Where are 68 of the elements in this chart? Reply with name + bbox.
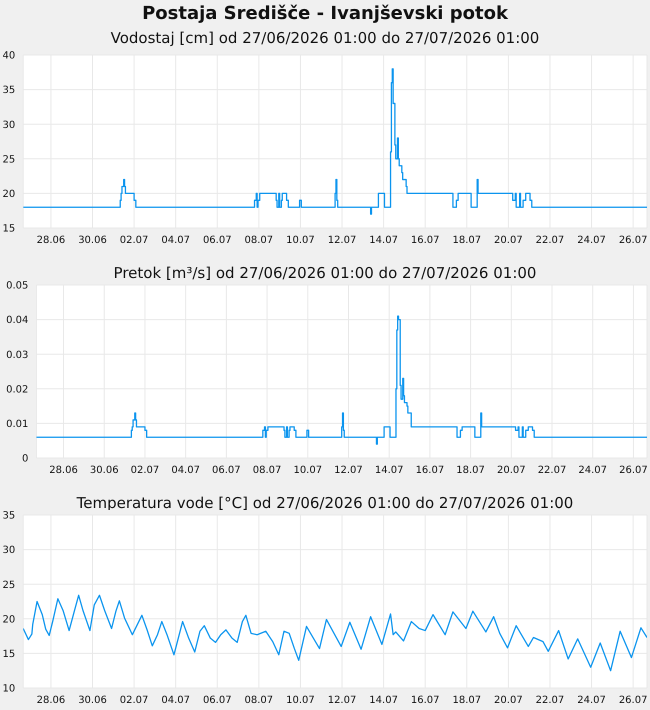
x-tick-label: 12.07	[328, 235, 356, 246]
x-tick-label: 12.07	[328, 695, 356, 706]
x-tick-label: 08.07	[244, 695, 274, 706]
x-tick-label: 04.07	[161, 695, 190, 706]
x-tick-label: 18.07	[452, 235, 482, 246]
y-tick-label: 35	[2, 85, 16, 96]
x-tick-label: 18.07	[452, 695, 482, 706]
x-tick-label: 20.07	[494, 235, 523, 246]
y-tick-label: 20	[2, 188, 16, 200]
x-tick-label: 28.06	[36, 235, 66, 246]
x-tick-label: 14.07	[369, 235, 398, 246]
chart-title: Temperatura vode [°C] od 27/06/2026 01:00 do 27/07/2026 01:00	[76, 493, 574, 512]
x-tick-label: 06.07	[202, 695, 232, 706]
line-series	[23, 594, 647, 672]
x-tick-label: 24.07	[577, 695, 606, 706]
x-tick-label: 06.07	[202, 235, 232, 246]
x-tick-label: 10.07	[286, 235, 315, 246]
x-tick-label: 22.07	[538, 465, 566, 476]
x-tick-label: 26.07	[618, 235, 648, 246]
y-tick-label: 0.04	[6, 315, 28, 326]
x-tick-label: 18.07	[456, 465, 485, 476]
x-tick-label: 30.06	[90, 465, 119, 476]
x-tick-label: 16.07	[410, 235, 440, 246]
y-tick-label: 20	[2, 614, 16, 626]
x-tick-label: 30.06	[78, 695, 107, 706]
x-tick-label: 02.07	[130, 465, 160, 476]
y-tick-label: 0	[22, 454, 28, 465]
x-tick-label: 20.07	[496, 465, 526, 476]
x-tick-label: 24.07	[578, 465, 608, 476]
chart-title: Postaja Središče - Ivanjševski potok	[141, 2, 510, 26]
x-tick-label: 04.07	[171, 465, 200, 476]
y-tick-label: 0.05	[6, 280, 28, 292]
x-tick-label: 10.07	[286, 695, 315, 706]
x-tick-label: 16.07	[416, 465, 444, 476]
chart-title: Pretok [m³/s] od 27/06/2026 01:00 do 27/07/2026 01:00	[112, 263, 538, 282]
y-tick-label: 30	[2, 545, 16, 556]
x-tick-label: 28.06	[49, 465, 78, 476]
y-tick-label: 25	[2, 154, 16, 166]
x-tick-label: 06.07	[212, 465, 241, 476]
x-tick-label: 10.07	[293, 465, 322, 476]
x-tick-label: 22.07	[536, 695, 564, 706]
x-tick-label: 22.07	[536, 235, 564, 246]
x-tick-label: 14.07	[369, 695, 398, 706]
y-tick-label: 0.02	[6, 384, 28, 396]
chart-subtitle: Vodostaj [cm] od 27/06/2026 01:00 do 27/07/2026 01:00	[110, 28, 540, 49]
x-tick-label: 20.07	[494, 695, 523, 706]
x-tick-label: 14.07	[374, 465, 404, 476]
x-tick-label: 16.07	[410, 695, 440, 706]
x-tick-label: 26.07	[619, 465, 648, 476]
y-tick-label: 30	[2, 120, 16, 131]
x-tick-label: 28.06	[36, 695, 66, 706]
y-tick-label: 40	[2, 50, 16, 62]
y-tick-label: 15	[2, 224, 16, 235]
x-tick-label: 02.07	[120, 695, 148, 706]
y-tick-label: 15	[2, 648, 16, 660]
x-tick-label: 26.07	[618, 695, 648, 706]
x-tick-label: 04.07	[161, 235, 190, 246]
x-tick-label: 08.07	[244, 235, 274, 246]
y-tick-label: 25	[2, 580, 16, 591]
x-tick-label: 02.07	[120, 235, 148, 246]
x-tick-label: 12.07	[334, 465, 363, 476]
x-tick-label: 24.07	[577, 235, 606, 246]
y-tick-label: 35	[2, 510, 16, 522]
y-tick-label: 10	[2, 684, 16, 695]
x-tick-label: 08.07	[252, 465, 282, 476]
y-tick-label: 0.03	[6, 350, 28, 361]
x-tick-label: 30.06	[78, 235, 107, 246]
y-tick-label: 0.01	[6, 418, 28, 430]
